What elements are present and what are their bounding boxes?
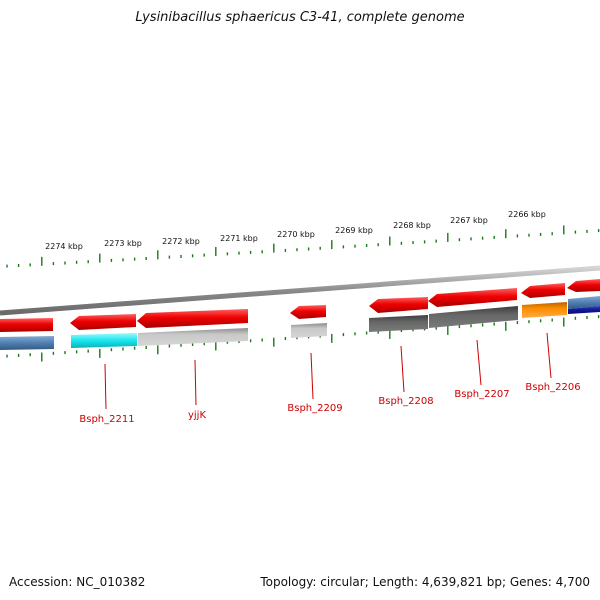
scale-label-2274: 2274 kbp <box>45 242 83 251</box>
scale-label-2266: 2266 kbp <box>508 210 546 219</box>
length-value: 4,639,821 bp <box>421 575 502 589</box>
leader-line <box>476 339 482 386</box>
length-label: Length: <box>372 575 419 589</box>
gene-arrow-forward[interactable] <box>290 305 326 319</box>
scale-label-2270: 2270 kbp <box>277 230 315 239</box>
gene-block-orange[interactable] <box>522 302 567 318</box>
topology-label: Topology: <box>260 575 317 589</box>
gene-arrow-forward[interactable] <box>137 309 248 328</box>
scale-label-2269: 2269 kbp <box>335 226 373 235</box>
gene-label-bsph-2208[interactable]: Bsph_2208 <box>378 396 433 407</box>
gene-block-navy[interactable] <box>568 306 600 314</box>
gene-arrow-forward[interactable] <box>428 288 517 307</box>
gene-labels: Bsph_2211 yjjK Bsph_2209 Bsph_2208 Bsph_… <box>79 382 580 425</box>
gene-label-bsph-2209[interactable]: Bsph_2209 <box>287 403 342 414</box>
leader-line <box>310 352 314 400</box>
topology-value: circular <box>320 575 365 589</box>
scale-label-2273: 2273 kbp <box>104 239 142 248</box>
accession-value: NC_010382 <box>76 575 146 589</box>
gene-arrow-forward[interactable] <box>70 314 136 330</box>
gene-arrow-forward[interactable] <box>567 279 600 292</box>
scale-label-2271: 2271 kbp <box>220 234 258 243</box>
leader-line <box>194 359 197 406</box>
gene-block-dark-gray[interactable] <box>369 315 428 332</box>
accession-label: Accession: <box>9 575 73 589</box>
gene-block-light-gray[interactable] <box>138 328 248 346</box>
genome-backbone <box>0 265 600 316</box>
forward-strand-genes <box>0 279 600 332</box>
gene-block-blue[interactable] <box>568 296 600 309</box>
genome-stats: Topology: circular; Length: 4,639,821 bp… <box>260 575 590 589</box>
gene-block-cyan[interactable] <box>71 333 137 348</box>
gene-arrow-forward[interactable] <box>369 297 428 313</box>
genes-label: Genes: <box>509 575 552 589</box>
leader-line <box>400 345 405 393</box>
scale-ticks-outer <box>6 225 600 268</box>
genome-title: Lysinibacillus sphaericus C3-41, complet… <box>135 10 465 25</box>
scale-ticks-inner <box>6 315 600 362</box>
gene-label-bsph-2206[interactable]: Bsph_2206 <box>525 382 580 393</box>
scale-label-2268: 2268 kbp <box>393 221 431 230</box>
gene-label-bsph-2211[interactable]: Bsph_2211 <box>79 414 134 425</box>
gene-arrow-forward[interactable] <box>0 318 53 332</box>
gene-block-dark-gray[interactable] <box>429 306 518 328</box>
gene-leader-lines <box>104 332 552 410</box>
leader-line <box>104 363 107 410</box>
genes-value: 4,700 <box>555 575 590 589</box>
gene-arrow-forward[interactable] <box>521 283 565 298</box>
gene-label-yjjk[interactable]: yjjK <box>188 410 206 421</box>
gene-block-blue[interactable] <box>0 336 54 350</box>
gene-label-bsph-2207[interactable]: Bsph_2207 <box>454 389 509 400</box>
gene-blocks <box>0 296 600 350</box>
accession-info: Accession: NC_010382 <box>9 575 145 589</box>
scale-label-2272: 2272 kbp <box>162 237 200 246</box>
scale-labels: 2274 kbp 2273 kbp 2272 kbp 2271 kbp 2270… <box>45 210 546 251</box>
leader-line <box>546 332 552 379</box>
scale-label-2267: 2267 kbp <box>450 216 488 225</box>
gene-block-light-gray[interactable] <box>291 323 327 338</box>
